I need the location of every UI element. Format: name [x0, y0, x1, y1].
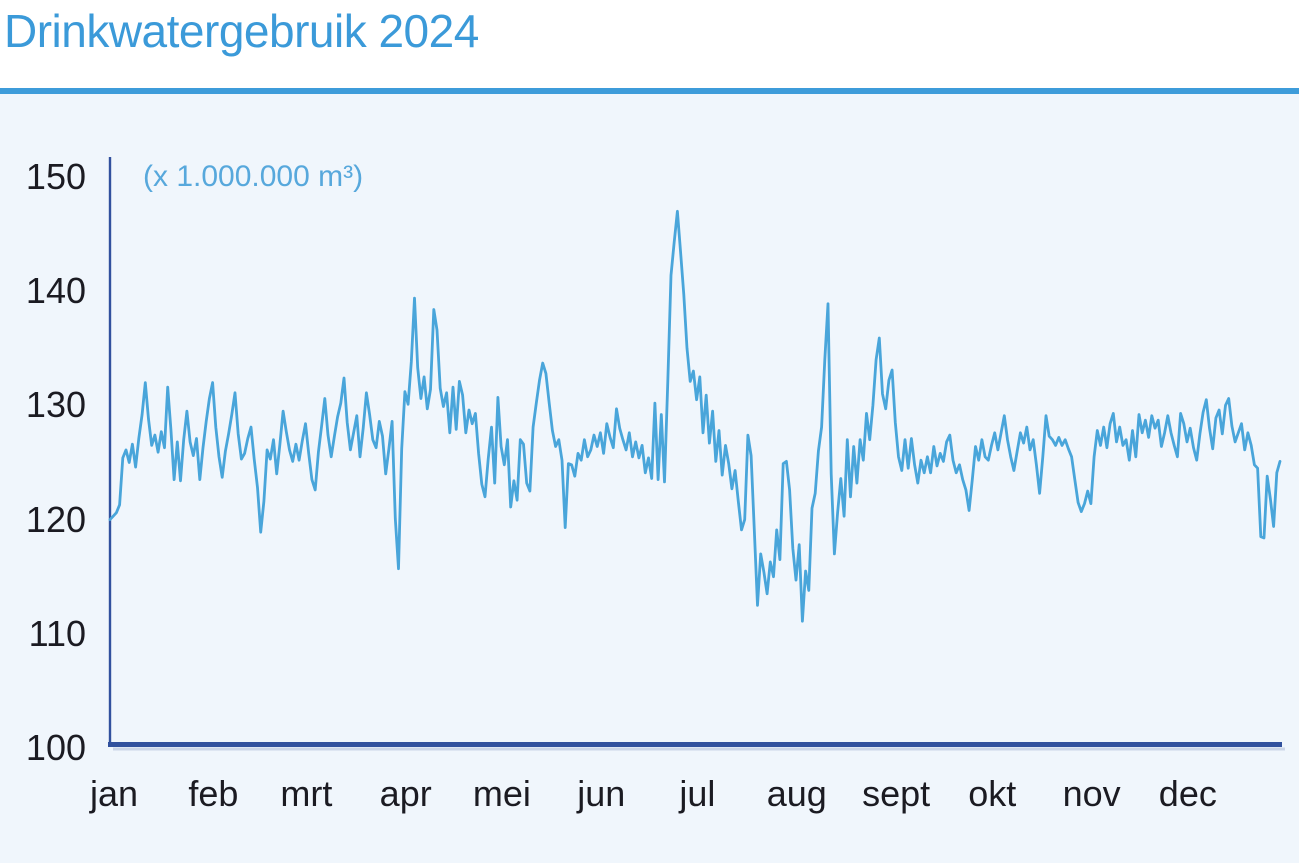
title-divider	[0, 88, 1299, 94]
y-tick-label: 100	[25, 727, 86, 768]
y-axis-unit-label: (x 1.000.000 m³)	[143, 160, 364, 193]
month-label-jan: jan	[89, 773, 139, 814]
month-label-sept: sept	[862, 773, 931, 814]
month-label-mei: mei	[472, 773, 531, 814]
y-tick-label: 140	[25, 270, 86, 312]
month-label-okt: okt	[968, 773, 1017, 814]
month-label-nov: nov	[1062, 773, 1121, 814]
month-label-mrt: mrt	[280, 773, 333, 814]
chart-panel	[0, 94, 1299, 863]
month-label-jul: jul	[679, 773, 716, 814]
month-label-aug: aug	[766, 773, 827, 814]
water-usage-line	[108, 209, 1282, 623]
y-tick-label: 150	[25, 156, 86, 197]
page-title: Drinkwatergebruik 2024	[4, 5, 479, 57]
month-label-apr: apr	[379, 773, 432, 814]
y-tick-label: 120	[25, 498, 86, 540]
month-label-feb: feb	[188, 773, 239, 814]
y-tick-label: 130	[25, 384, 86, 426]
y-tick-label: 110	[28, 612, 86, 654]
month-label-dec: dec	[1158, 773, 1217, 814]
month-label-jun: jun	[577, 773, 626, 814]
